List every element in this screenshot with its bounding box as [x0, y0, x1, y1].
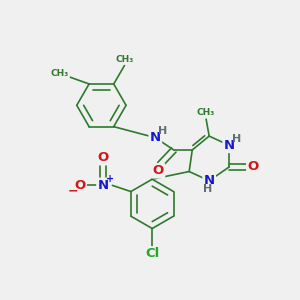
Text: O: O — [74, 179, 86, 192]
Text: H: H — [203, 184, 212, 194]
Text: O: O — [153, 164, 164, 177]
Text: O: O — [98, 151, 109, 164]
Text: CH₃: CH₃ — [197, 108, 215, 117]
Text: N: N — [98, 179, 109, 192]
Text: H: H — [232, 134, 241, 144]
Text: O: O — [248, 160, 259, 173]
Text: H: H — [158, 127, 167, 136]
Text: N: N — [150, 131, 161, 144]
Text: N: N — [204, 174, 215, 187]
Text: CH₃: CH₃ — [51, 69, 69, 78]
Text: +: + — [106, 174, 114, 184]
Text: CH₃: CH₃ — [116, 55, 134, 64]
Text: Cl: Cl — [145, 248, 159, 260]
Text: −: − — [68, 184, 78, 197]
Text: N: N — [224, 139, 235, 152]
